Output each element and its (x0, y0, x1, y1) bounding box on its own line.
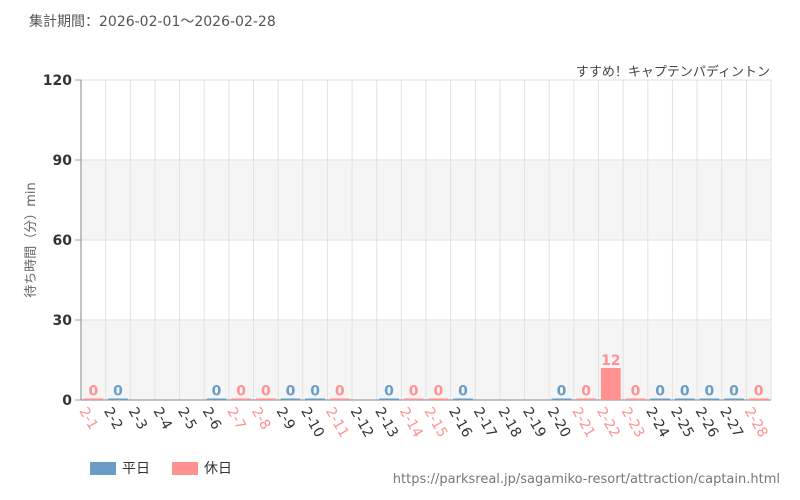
y-axis-label: 待ち時間（分）min (24, 182, 39, 298)
bar-value-label: 0 (212, 384, 222, 400)
legend: 平日 休日 (90, 458, 232, 478)
x-tick-label: 2-26 (692, 405, 722, 441)
x-tick-label: 2-25 (667, 405, 697, 441)
bar-2-28 (748, 398, 769, 400)
bar-value-label: 0 (754, 384, 764, 400)
bar-value-label: 0 (729, 384, 739, 400)
bar-value-label: 0 (557, 384, 567, 400)
bar-value-label: 0 (88, 384, 98, 400)
x-tick-label: 2-2 (100, 405, 125, 433)
bar-2-11 (329, 398, 350, 400)
bar-2-9 (280, 398, 301, 400)
bar-value-label: 0 (310, 384, 320, 400)
bar-2-14 (403, 398, 424, 400)
bar-value-label: 0 (409, 384, 419, 400)
legend-swatch-weekday (90, 461, 116, 475)
bar-2-7 (231, 398, 252, 400)
bar-2-25 (674, 398, 695, 400)
bar-value-label: 0 (433, 384, 443, 400)
bar-2-13 (379, 398, 399, 400)
bar-2-27 (724, 398, 744, 400)
x-tick-label: 2-12 (347, 405, 377, 441)
y-tick-label: 0 (62, 393, 72, 409)
x-tick-label: 2-16 (445, 405, 475, 441)
bar-2-6 (206, 398, 227, 400)
x-tick-label: 2-18 (494, 405, 524, 441)
x-tick-label: 2-23 (618, 405, 648, 441)
bar-2-26 (699, 398, 720, 400)
legend-item-holiday[interactable]: 休日 (172, 458, 232, 478)
bar-2-20 (551, 398, 572, 400)
x-tick-label: 2-11 (322, 405, 352, 441)
x-tick-label: 2-20 (544, 405, 574, 441)
x-tick-label: 2-24 (642, 405, 672, 441)
bar-value-label: 0 (655, 384, 665, 400)
bar-2-24 (650, 398, 670, 400)
bar-value-label: 0 (384, 384, 394, 400)
bar-2-15 (428, 398, 449, 400)
bar-2-2 (108, 398, 128, 400)
x-tick-label: 2-8 (248, 405, 273, 433)
attraction-name: すすめ！キャプテンパディントン (575, 65, 770, 80)
bar-value-label: 0 (113, 384, 123, 400)
period-label: 集計期間：2026-02-01～2026-02-28 (29, 14, 276, 30)
bar-2-21 (576, 398, 597, 400)
x-tick-label: 2-27 (716, 405, 746, 441)
x-tick-label: 2-28 (741, 405, 771, 441)
x-tick-label: 2-5 (174, 405, 199, 433)
legend-swatch-holiday (172, 461, 198, 475)
bar-value-label: 0 (335, 384, 345, 400)
legend-label-weekday: 平日 (122, 461, 150, 477)
y-tick-label: 90 (53, 153, 73, 169)
legend-label-holiday: 休日 (204, 461, 232, 477)
x-tick-label: 2-14 (396, 405, 426, 441)
x-tick-label: 2-22 (593, 405, 623, 441)
bar-value-label: 0 (581, 384, 591, 400)
x-tick-label: 2-4 (149, 405, 174, 433)
bar-value-label: 0 (236, 384, 246, 400)
bar-value-label: 0 (680, 384, 690, 400)
x-tick-label: 2-15 (421, 405, 451, 441)
source-url: https://parksreal.jp/sagamiko-resort/att… (392, 472, 780, 487)
bar-2-23 (625, 398, 646, 400)
y-tick-label: 120 (43, 73, 72, 89)
bar-value-label: 12 (601, 353, 620, 369)
x-tick-label: 2-21 (568, 405, 598, 441)
x-tick-label: 2-13 (371, 405, 401, 441)
bar-2-22 (600, 368, 621, 400)
bar-value-label: 0 (261, 384, 271, 400)
y-tick-label: 30 (53, 313, 73, 329)
legend-item-weekday[interactable]: 平日 (90, 458, 150, 478)
x-tick-label: 2-10 (297, 405, 327, 441)
x-tick-label: 2-1 (76, 405, 101, 433)
x-tick-label: 2-9 (273, 405, 298, 433)
bar-value-label: 0 (286, 384, 296, 400)
x-tick-label: 2-19 (519, 405, 549, 441)
bar-2-10 (305, 398, 325, 400)
x-tick-label: 2-7 (223, 405, 248, 433)
x-tick-label: 2-6 (199, 405, 224, 433)
y-tick-label: 60 (53, 233, 73, 249)
bar-value-label: 0 (631, 384, 641, 400)
x-tick-label: 2-3 (125, 405, 150, 433)
x-tick-label: 2-17 (470, 405, 500, 441)
bar-2-8 (255, 398, 276, 400)
bar-value-label: 0 (705, 384, 715, 400)
bar-value-label: 0 (458, 384, 468, 400)
bar-2-16 (453, 398, 473, 400)
bar-2-1 (83, 398, 104, 400)
